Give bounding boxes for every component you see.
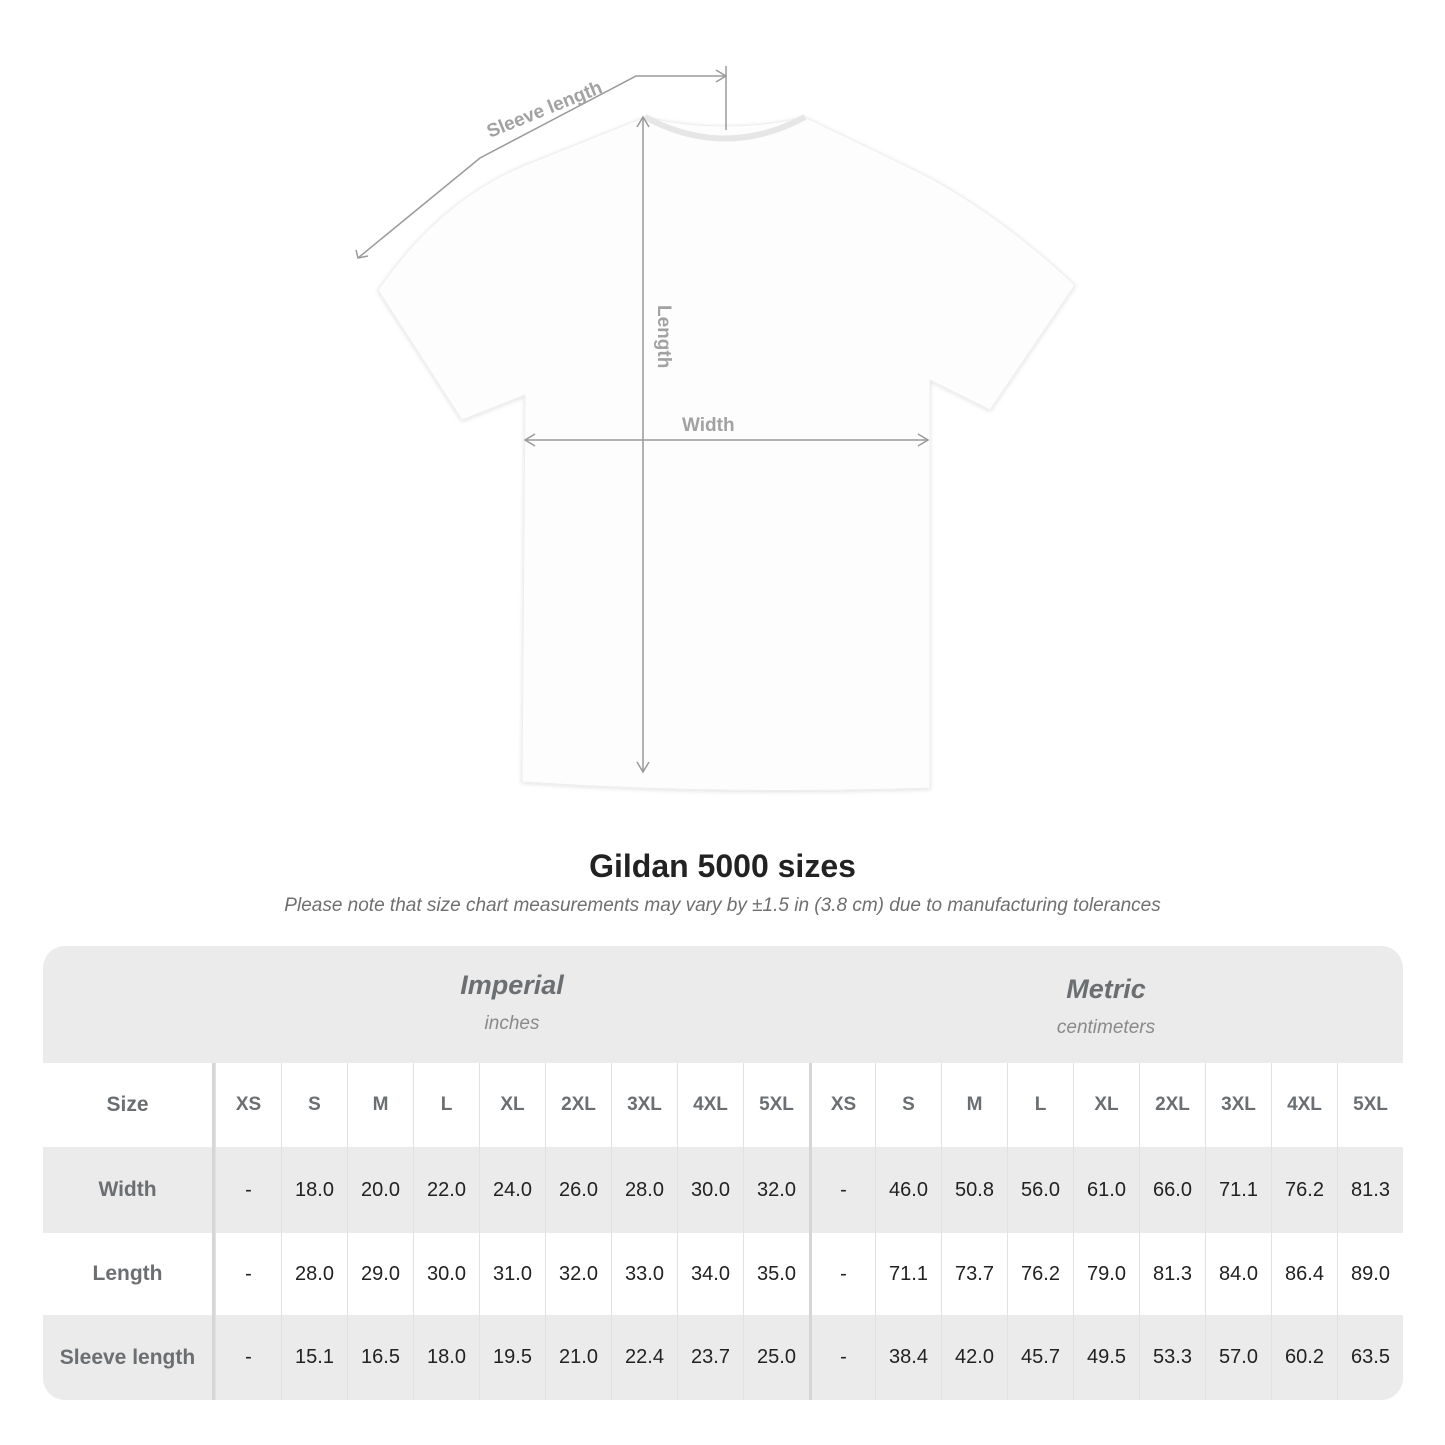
table-cell-metric: 38.4 [875,1315,941,1400]
table-cell-metric: 56.0 [1007,1147,1073,1233]
table-cell-imperial: 34.0 [677,1233,743,1315]
table-cell-imperial: 22.4 [611,1315,677,1400]
table-cell-imperial: 31.0 [479,1233,545,1315]
size-header-imperial: S [281,1063,347,1147]
size-header-imperial: 3XL [611,1063,677,1147]
table-cell-metric: 66.0 [1139,1147,1205,1233]
table-cell-metric: 45.7 [1007,1315,1073,1400]
metric-header: Metric centimeters [809,974,1403,1039]
size-header-metric: 4XL [1271,1063,1337,1147]
size-header-imperial: L [413,1063,479,1147]
size-header-metric: L [1007,1063,1073,1147]
table-cell-metric: 81.3 [1139,1233,1205,1315]
table-cell-imperial: 28.0 [611,1147,677,1233]
table-cell-imperial: 28.0 [281,1233,347,1315]
table-row: Sleeve length -15.1 16.5 18.0 19.5 21.0 22.4 23… [43,1315,1403,1400]
tolerance-note: Please note that size chart measurements… [284,895,1161,916]
table-cell-imperial: 16.5 [347,1315,413,1400]
table-cell-metric: 42.0 [941,1315,1007,1400]
table-cell-metric: 81.3 [1337,1147,1403,1233]
table-cell-metric: 61.0 [1073,1147,1139,1233]
table-cell-metric: - [809,1315,875,1400]
table-cell-imperial: 19.5 [479,1315,545,1400]
table-cell-metric: 63.5 [1337,1315,1403,1400]
row-label: Sleeve length [43,1315,215,1400]
table-cell-metric: 86.4 [1271,1233,1337,1315]
size-table: Imperial inches Metric centimeters Size … [43,946,1403,1400]
table-cell-imperial: 18.0 [281,1147,347,1233]
table-cell-imperial: 33.0 [611,1233,677,1315]
table-cell-imperial: 23.7 [677,1315,743,1400]
table-cell-metric: 79.0 [1073,1233,1139,1315]
size-header-imperial: XL [479,1063,545,1147]
table-cell-metric: 84.0 [1205,1233,1271,1315]
table-cell-imperial: 35.0 [743,1233,809,1315]
table-cell-imperial: 20.0 [347,1147,413,1233]
table-cell-metric: 50.8 [941,1147,1007,1233]
length-label: Length [653,305,674,368]
table-cell-imperial: 30.0 [677,1147,743,1233]
table-cell-imperial: 26.0 [545,1147,611,1233]
table-cell-imperial: 18.0 [413,1315,479,1400]
table-cell-metric: 76.2 [1271,1147,1337,1233]
size-header-imperial: 5XL [743,1063,809,1147]
system-name: Metric [1066,974,1146,1004]
table-cell-metric: 76.2 [1007,1233,1073,1315]
table-cell-imperial: 25.0 [743,1315,809,1400]
table-cell-metric: 89.0 [1337,1233,1403,1315]
table-cell-imperial: 24.0 [479,1147,545,1233]
table-cell-metric: - [809,1233,875,1315]
size-header-row: Size XS S M L XL 2XL 3XL 4XL 5XL XS S M L XL 2XL 3XL 4XL… [43,1063,1403,1147]
tshirt-diagram: Sleeve length Length Width [355,66,1076,791]
table-cell-imperial: - [215,1233,281,1315]
table-cell-imperial: 29.0 [347,1233,413,1315]
table-cell-imperial: 32.0 [545,1233,611,1315]
table-cell-metric: 49.5 [1073,1315,1139,1400]
sleeve-length-label: Sleeve length [484,77,605,142]
size-header-imperial: M [347,1063,413,1147]
system-name: Imperial [460,970,564,1000]
table-cell-imperial: 30.0 [413,1233,479,1315]
table-cell-imperial: - [215,1315,281,1400]
tshirt-shape [377,116,1076,791]
table-cell-imperial: 22.0 [413,1147,479,1233]
table-cell-metric: 60.2 [1271,1315,1337,1400]
table-cell-metric: 71.1 [875,1233,941,1315]
row-label: Length [43,1233,215,1315]
table-cell-metric: 53.3 [1139,1315,1205,1400]
size-header-metric: XS [809,1063,875,1147]
table-cell-metric: 57.0 [1205,1315,1271,1400]
imperial-header: Imperial inches [215,970,809,1035]
width-label: Width [682,415,735,436]
table-cell-imperial: 21.0 [545,1315,611,1400]
size-header-metric: 5XL [1337,1063,1403,1147]
size-header-metric: M [941,1063,1007,1147]
row-label: Width [43,1147,215,1233]
table-cell-metric: - [809,1147,875,1233]
sleeve-measure-line [357,75,726,259]
size-label: Size [43,1063,215,1147]
table-row: Length -28.0 29.0 30.0 31.0 32.0 33.0 34.0 35.0-… [43,1233,1403,1315]
page-title: Gildan 5000 sizes [589,848,856,884]
table-row: Width -18.0 20.0 22.0 24.0 26.0 28.0 30.0 32.0-4… [43,1147,1403,1233]
table-cell-metric: 46.0 [875,1147,941,1233]
table-cell-imperial: 15.1 [281,1315,347,1400]
size-header-imperial: 2XL [545,1063,611,1147]
table-cell-imperial: 32.0 [743,1147,809,1233]
size-header-imperial: XS [215,1063,281,1147]
size-header-metric: XL [1073,1063,1139,1147]
system-unit: centimeters [1056,1017,1156,1038]
table-cell-metric: 71.1 [1205,1147,1271,1233]
table-cell-metric: 73.7 [941,1233,1007,1315]
size-header-imperial: 4XL [677,1063,743,1147]
size-header-metric: S [875,1063,941,1147]
size-header-metric: 2XL [1139,1063,1205,1147]
size-header-metric: 3XL [1205,1063,1271,1147]
table-cell-imperial: - [215,1147,281,1233]
system-unit: inches [484,1013,540,1034]
